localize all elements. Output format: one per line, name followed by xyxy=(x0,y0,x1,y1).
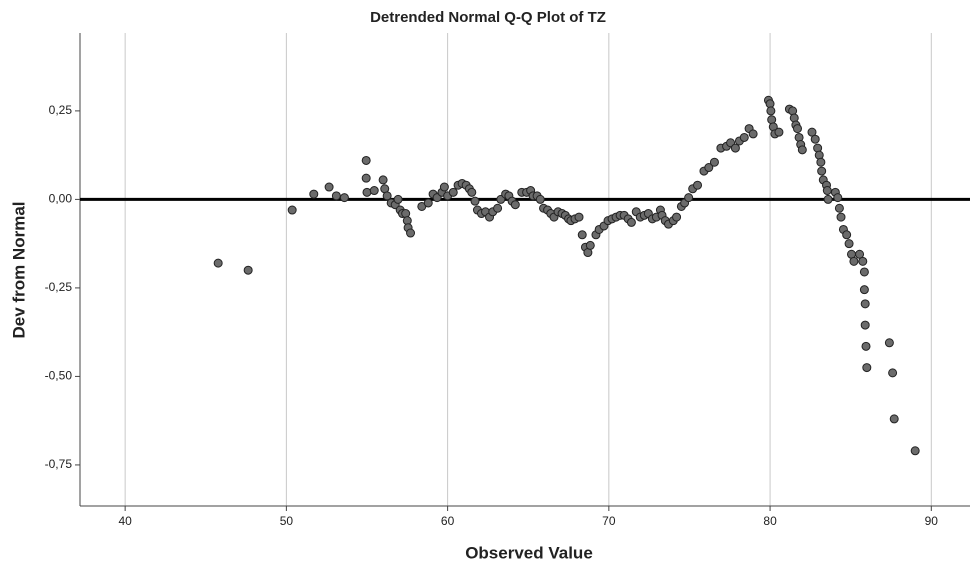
x-axis-label: Observed Value xyxy=(465,543,593,562)
point xyxy=(859,285,869,295)
point xyxy=(823,194,833,204)
y-tick-label: -0,25 xyxy=(45,280,73,294)
point xyxy=(888,368,898,378)
point xyxy=(585,240,595,250)
point xyxy=(378,175,388,185)
point xyxy=(833,193,843,203)
point xyxy=(797,145,807,155)
point xyxy=(467,187,477,197)
point xyxy=(810,134,820,144)
point xyxy=(287,205,297,215)
point xyxy=(369,186,379,196)
point xyxy=(748,129,758,139)
point xyxy=(535,194,545,204)
y-axis-label: Dev from Normal xyxy=(9,202,28,339)
point xyxy=(889,414,899,424)
point xyxy=(709,157,719,167)
point xyxy=(331,191,341,201)
point xyxy=(816,157,826,167)
point xyxy=(626,217,636,227)
point xyxy=(792,124,802,134)
point xyxy=(739,132,749,142)
point xyxy=(361,173,371,183)
point xyxy=(406,228,416,238)
point xyxy=(858,256,868,266)
point xyxy=(884,338,894,348)
point xyxy=(439,182,449,192)
point xyxy=(577,230,587,240)
y-tick-label: 0,25 xyxy=(49,103,73,117)
plot-area xyxy=(80,33,970,506)
point xyxy=(309,189,319,199)
x-tick-label: 80 xyxy=(763,514,777,528)
point xyxy=(859,267,869,277)
point xyxy=(693,180,703,190)
point xyxy=(842,230,852,240)
chart-title: Detrended Normal Q-Q Plot of TZ xyxy=(370,9,606,26)
point xyxy=(817,166,827,176)
point xyxy=(910,446,920,456)
point xyxy=(672,212,682,222)
point xyxy=(243,265,253,275)
point xyxy=(470,196,480,206)
point xyxy=(834,203,844,213)
point xyxy=(774,127,784,137)
point xyxy=(510,200,520,210)
point xyxy=(844,239,854,249)
y-tick-label: -0,75 xyxy=(45,457,73,471)
point xyxy=(423,198,433,208)
point xyxy=(574,212,584,222)
point xyxy=(382,191,392,201)
point xyxy=(862,363,872,373)
point xyxy=(493,203,503,213)
point xyxy=(324,182,334,192)
x-tick-label: 60 xyxy=(441,514,455,528)
point xyxy=(362,187,372,197)
point xyxy=(849,256,859,266)
point xyxy=(393,194,403,204)
point xyxy=(684,193,694,203)
point xyxy=(766,106,776,116)
point xyxy=(339,193,349,203)
x-tick-label: 40 xyxy=(118,514,132,528)
point xyxy=(730,143,740,153)
point xyxy=(448,187,458,197)
point xyxy=(836,212,846,222)
point xyxy=(861,341,871,351)
y-tick-label: -0,50 xyxy=(45,369,73,383)
point xyxy=(361,155,371,165)
y-tick-label: 0,00 xyxy=(49,192,73,206)
point xyxy=(704,163,714,173)
x-tick-label: 50 xyxy=(280,514,294,528)
point xyxy=(822,186,832,196)
point xyxy=(860,320,870,330)
point xyxy=(213,258,223,268)
point xyxy=(860,299,870,309)
x-tick-label: 70 xyxy=(602,514,616,528)
x-tick-label: 90 xyxy=(925,514,939,528)
